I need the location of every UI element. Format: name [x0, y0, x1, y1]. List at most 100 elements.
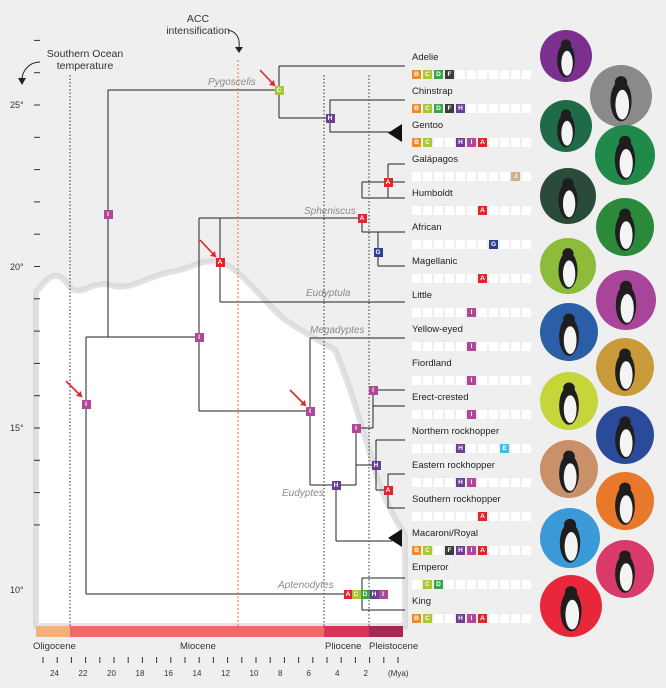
temperature-line1: Southern Ocean: [46, 48, 124, 60]
y-label-15: 15°: [10, 423, 24, 433]
code-empty: [456, 172, 465, 181]
species-name: Erect-crested: [412, 392, 469, 403]
code-empty: [511, 512, 520, 521]
code-empty: [456, 512, 465, 521]
x-tick-label: 20: [107, 669, 116, 678]
code-a: A: [478, 614, 487, 623]
code-empty: [423, 478, 432, 487]
code-empty: [489, 614, 498, 623]
code-empty: [412, 376, 421, 385]
epoch-pleistocene-bar: [369, 626, 403, 637]
code-f: F: [445, 546, 454, 555]
code-empty: [456, 206, 465, 215]
code-empty: [445, 342, 454, 351]
penguin-icon: [557, 39, 575, 78]
code-empty: [445, 308, 454, 317]
node-marker-i: I: [81, 399, 91, 409]
code-empty: [489, 580, 498, 589]
code-empty: [423, 274, 432, 283]
epoch-oligocene-bar: [36, 626, 70, 637]
code-empty: [489, 70, 498, 79]
species-name: Gentoo: [412, 120, 444, 131]
code-empty: [500, 342, 509, 351]
code-empty: [434, 308, 443, 317]
code-h: H: [456, 478, 465, 487]
code-empty: [500, 376, 509, 385]
code-empty: [522, 376, 531, 385]
code-empty: [522, 240, 531, 249]
node-marker-a: A: [383, 485, 393, 495]
penguin-icon: [559, 450, 579, 493]
code-empty: [423, 512, 432, 521]
code-c: C: [423, 546, 432, 555]
code-empty: [423, 172, 432, 181]
x-tick-label: 12: [221, 669, 230, 678]
penguin-photo: [540, 508, 600, 568]
node-marker-a: A: [343, 589, 353, 599]
code-empty: [456, 342, 465, 351]
acc-line2: intensification: [166, 25, 230, 37]
code-empty: [423, 410, 432, 419]
code-empty: [445, 172, 454, 181]
x-tick-label: (Mya): [388, 669, 409, 678]
x-tick-label: 22: [78, 669, 88, 678]
species-name: Humboldt: [412, 188, 453, 199]
penguin-icon: [615, 208, 635, 251]
code-empty: [467, 444, 476, 453]
code-empty: [456, 240, 465, 249]
code-empty: [412, 206, 421, 215]
code-a: A: [478, 138, 487, 147]
penguin-photo: [540, 372, 598, 430]
code-empty: [456, 274, 465, 283]
code-a: A: [478, 206, 487, 215]
node-marker-d: D: [360, 589, 370, 599]
code-empty: [511, 308, 520, 317]
code-empty: [412, 580, 421, 589]
code-empty: [434, 546, 443, 555]
code-empty: [412, 240, 421, 249]
code-empty: [522, 70, 531, 79]
code-empty: [500, 104, 509, 113]
y-label-10: 10°: [10, 585, 24, 595]
event-arrowhead: [76, 391, 82, 397]
node-marker-h: H: [371, 460, 381, 470]
code-f: F: [445, 104, 454, 113]
clade-pygoscelis: Pygoscelis: [208, 77, 256, 88]
code-j: J: [511, 172, 520, 181]
node-marker-a: A: [215, 257, 225, 267]
code-empty: [456, 580, 465, 589]
code-empty: [489, 478, 498, 487]
clade-spheniscus: Spheniscus: [304, 206, 356, 217]
code-empty: [467, 580, 476, 589]
code-h: H: [456, 138, 465, 147]
code-d: D: [434, 580, 443, 589]
code-empty: [500, 580, 509, 589]
code-empty: [412, 342, 421, 351]
code-empty: [445, 206, 454, 215]
code-c: C: [423, 70, 432, 79]
code-empty: [489, 546, 498, 555]
temperature-annotation: Southern Ocean temperature: [30, 48, 140, 72]
code-empty: [500, 614, 509, 623]
penguin-icon: [610, 76, 632, 122]
code-empty: [511, 376, 520, 385]
code-empty: [511, 104, 520, 113]
code-c: C: [423, 580, 432, 589]
code-empty: [500, 240, 509, 249]
penguin-icon: [557, 109, 575, 148]
code-a: A: [478, 274, 487, 283]
code-empty: [500, 308, 509, 317]
epoch-pliocene: Pliocene: [325, 641, 362, 652]
code-empty: [522, 104, 531, 113]
species-name: Southern rockhopper: [412, 494, 501, 505]
penguin-photo: [596, 406, 654, 464]
node-marker-i: I: [305, 406, 315, 416]
code-empty: [489, 104, 498, 113]
code-empty: [489, 376, 498, 385]
code-empty: [500, 172, 509, 181]
epoch-miocene-bar: [70, 626, 324, 637]
node-marker-h: H: [369, 589, 379, 599]
code-empty: [489, 512, 498, 521]
code-empty: [445, 138, 454, 147]
code-c: C: [423, 138, 432, 147]
